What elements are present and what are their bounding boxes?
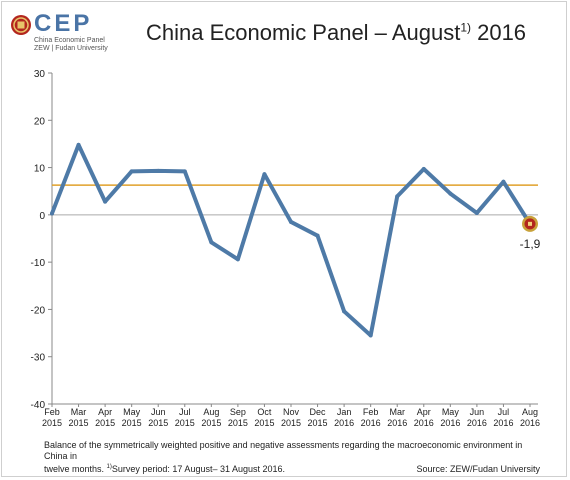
x-tick-label-year: 2015 [201,418,221,428]
x-tick-label-year: 2015 [95,418,115,428]
x-tick-label-month: Oct [257,407,272,417]
x-tick-label-year: 2016 [467,418,487,428]
x-tick-label-month: Mar [71,407,87,417]
x-tick-label-month: Mar [389,407,405,417]
series-line [50,142,532,338]
last-point-marker-center [528,221,532,226]
data-point [315,233,320,238]
footnote-text: Survey period: 17 August– 31 August 2016… [111,464,286,474]
x-tick-label-month: Jun [151,407,166,417]
chart-title: China Economic Panel – August1) 2016 [146,20,526,46]
x-tick-label-year: 2015 [69,418,89,428]
x-tick-label-month: Jul [498,407,510,417]
x-tick-label-year: 2016 [361,418,381,428]
x-tick-label-year: 2015 [122,418,142,428]
x-tick-label-month: Nov [283,407,300,417]
footnote-marker: 1) [106,464,112,470]
data-point [76,142,81,147]
y-tick-label: 20 [34,116,46,127]
x-tick-label-year: 2015 [308,418,328,428]
x-tick-label-month: Dec [310,407,327,417]
caption-line-2-text: twelve months. [44,464,105,474]
data-point [342,309,347,314]
x-tick-label-year: 2016 [414,418,434,428]
data-point [501,179,506,184]
x-tick-label-year: 2015 [148,418,168,428]
data-point [103,199,108,204]
data-point [129,169,134,174]
x-tick-label-year: 2015 [228,418,248,428]
x-tick-label-month: Feb [363,407,379,417]
y-tick-label: 0 [39,211,45,222]
cep-logo: CEP China Economic Panel ZEW | Fudan Uni… [10,10,130,54]
data-point [289,219,293,224]
logo-subtitle-1: China Economic Panel [34,37,105,44]
logo-text: CEP [34,10,93,37]
data-point [209,240,214,245]
data-point [50,211,54,216]
x-tick-label-year: 2016 [334,418,354,428]
title-main: China Economic Panel – August [146,20,461,45]
line-chart: 3020100-10-20-30-40Feb2015Mar2015Apr2015… [31,69,541,428]
source-note: Source: ZEW/Fudan University [416,464,540,474]
x-tick-label-month: Feb [44,407,60,417]
data-point [395,194,400,199]
x-tick-label-year: 2016 [440,418,460,428]
x-tick-label-year: 2016 [387,418,407,428]
x-tick-label-year: 2015 [175,418,195,428]
x-tick-label-year: 2016 [520,418,540,428]
x-tick-label-month: May [123,407,141,417]
data-point [182,169,187,174]
chart-caption: Balance of the symmetrically weighted po… [44,440,544,475]
logo-emblem-icon [11,15,31,35]
x-tick-label-month: Apr [417,407,431,417]
last-value-label: -1,9 [520,237,541,251]
y-tick-label: -40 [31,400,46,411]
x-tick-label-month: Aug [203,407,219,417]
caption-line-1: Balance of the symmetrically weighted po… [44,440,523,461]
y-tick-label: 30 [34,69,46,80]
y-tick-label: 10 [34,164,46,175]
x-tick-label-month: Sep [230,407,246,417]
y-tick-label: -30 [31,353,46,364]
x-tick-label-year: 2015 [281,418,301,428]
data-point [368,333,373,338]
data-point [448,191,453,196]
x-tick-label-year: 2015 [254,418,274,428]
y-tick-label: -20 [31,305,46,316]
data-point [235,257,240,262]
x-tick-label-month: Jun [470,407,485,417]
y-tick-label: -10 [31,258,46,269]
x-tick-label-month: Apr [98,407,112,417]
caption-line-2: twelve months. 1)Survey period: 17 Augus… [44,462,544,475]
data-point [262,172,267,177]
x-tick-label-month: May [442,407,460,417]
x-tick-label-month: Jan [337,407,352,417]
title-superscript: 1) [460,20,471,35]
data-point [421,166,426,171]
data-point [156,168,161,173]
x-tick-label-year: 2016 [493,418,513,428]
x-tick-label-month: Jul [179,407,191,417]
x-tick-label-year: 2015 [42,418,62,428]
title-year: 2016 [470,20,527,45]
x-tick-label-month: Aug [522,407,538,417]
logo-subtitle-2: ZEW | Fudan University [34,45,108,52]
data-point [474,210,479,215]
